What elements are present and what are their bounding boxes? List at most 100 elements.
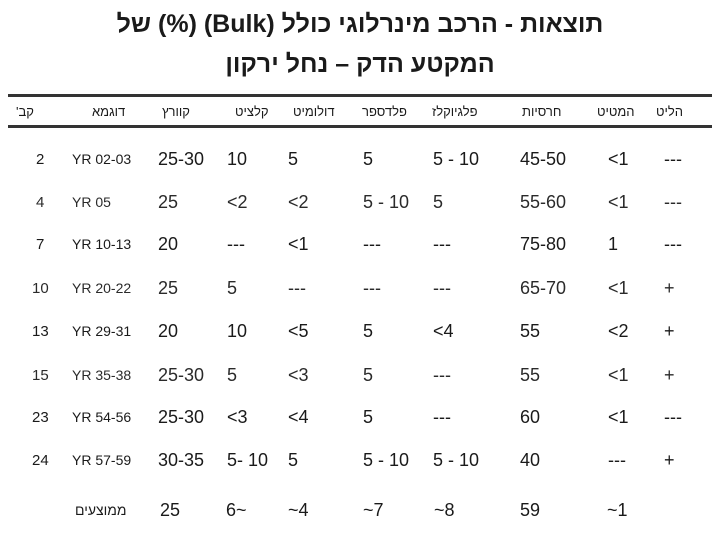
header-top-rule: [8, 94, 712, 97]
averages-label: ממוצעים: [75, 502, 127, 518]
cell-plagioclase: 5: [433, 192, 444, 212]
cell-feldspar: 5 - 10: [363, 450, 410, 470]
cell-quartz: 25-30: [158, 365, 205, 385]
cell-calcite: ---: [227, 234, 245, 254]
cell-sample-id: YR 29-31: [72, 323, 132, 339]
cell-feldspar: ---: [363, 278, 381, 298]
cell-quartz: 20: [158, 234, 179, 254]
cell-feldspar: 5: [363, 365, 374, 385]
cell-feldspar: 5 - 10: [363, 192, 410, 212]
cell-hematite: <1: [608, 192, 629, 212]
header-dolomite: דולומיט: [293, 104, 335, 119]
cell-clays: 75-80: [520, 234, 567, 254]
header-sample: דוגמא: [92, 104, 126, 119]
cell-dolomite: <4: [288, 407, 309, 427]
cell-quartz: 25: [158, 192, 179, 212]
cell-clays: 55-60: [520, 192, 567, 212]
cell-hematite: <1: [608, 407, 629, 427]
avg-calcite: 6~: [226, 500, 247, 520]
avg-hematite: ~1: [607, 500, 628, 520]
header-feldspar: פלדספר: [362, 104, 407, 119]
cell-clays: 45-50: [520, 149, 567, 169]
cell-hematite: ---: [608, 450, 626, 470]
cell-quartz: 20: [158, 321, 179, 341]
cell-plagioclase: ---: [433, 407, 451, 427]
cell-clays: 65-70: [520, 278, 567, 298]
cell-plagioclase: 5 - 10: [433, 149, 480, 169]
title-line-1: תוצאות - הרכב מינרלוגי כולל (Bulk) (%) ש…: [116, 10, 604, 38]
cell-hematite: <1: [608, 149, 629, 169]
header-calcite: קלציט: [235, 104, 269, 119]
cell-clays: 40: [520, 450, 541, 470]
cell-plagioclase: ---: [433, 365, 451, 385]
cell-halite: +: [664, 450, 675, 470]
cell-sample-id: YR 35-38: [72, 367, 132, 383]
title-line-2: המקטע הדק – נחל ירקון: [225, 50, 495, 78]
cell-halite: ---: [664, 407, 682, 427]
cell-row-number: 13: [32, 323, 49, 340]
header-halite: הליט: [656, 104, 683, 119]
cell-calcite: 10: [227, 321, 248, 341]
cell-halite: ---: [664, 149, 682, 169]
header-hematite: המטיט: [597, 104, 635, 119]
header-plagioclase: פלגיוקלז: [432, 104, 478, 119]
cell-calcite: 5: [227, 278, 238, 298]
cell-row-number: 4: [36, 194, 45, 211]
cell-calcite: <3: [227, 407, 248, 427]
cell-sample-id: YR 54-56: [72, 409, 132, 425]
cell-feldspar: ---: [363, 234, 381, 254]
cell-quartz: 30-35: [158, 450, 205, 470]
cell-halite: +: [664, 278, 675, 298]
cell-plagioclase: <4: [433, 321, 454, 341]
cell-hematite: <2: [608, 321, 629, 341]
cell-sample-id: YR 20-22: [72, 280, 132, 296]
cell-halite: +: [664, 365, 675, 385]
cell-calcite: 5- 10: [227, 450, 269, 470]
avg-quartz: 25: [160, 500, 181, 520]
cell-row-number: 24: [32, 452, 49, 469]
cell-feldspar: 5: [363, 149, 374, 169]
cell-quartz: 25: [158, 278, 179, 298]
cell-feldspar: 5: [363, 407, 374, 427]
cell-plagioclase: 5 - 10: [433, 450, 480, 470]
cell-hematite: <1: [608, 278, 629, 298]
cell-hematite: 1: [608, 234, 619, 254]
cell-row-number: 15: [32, 367, 49, 384]
cell-calcite: 10: [227, 149, 248, 169]
avg-feldspar: ~7: [363, 500, 384, 520]
cell-feldspar: 5: [363, 321, 374, 341]
cell-sample-id: YR 10-13: [72, 236, 132, 252]
cell-dolomite: <2: [288, 192, 309, 212]
cell-dolomite: <3: [288, 365, 309, 385]
avg-dolomite: ~4: [288, 500, 309, 520]
header-kav: קב': [16, 104, 34, 119]
cell-sample-id: YR 57-59: [72, 452, 132, 468]
cell-halite: ---: [664, 234, 682, 254]
cell-clays: 55: [520, 365, 541, 385]
header-quartz: קוורץ: [162, 104, 190, 119]
header-bottom-rule: [8, 125, 712, 128]
header-clays: חרסיות: [522, 104, 562, 119]
cell-dolomite: ---: [288, 278, 306, 298]
cell-dolomite: <5: [288, 321, 309, 341]
cell-clays: 60: [520, 407, 541, 427]
cell-plagioclase: ---: [433, 278, 451, 298]
cell-dolomite: 5: [288, 450, 299, 470]
cell-row-number: 7: [36, 236, 45, 253]
avg-plagioclase: ~8: [434, 500, 455, 520]
cell-hematite: <1: [608, 365, 629, 385]
cell-quartz: 25-30: [158, 407, 205, 427]
cell-dolomite: 5: [288, 149, 299, 169]
avg-clays: 59: [520, 500, 541, 520]
cell-halite: +: [664, 321, 675, 341]
cell-calcite: <2: [227, 192, 248, 212]
cell-calcite: 5: [227, 365, 238, 385]
cell-sample-id: YR 05: [72, 194, 111, 210]
cell-clays: 55: [520, 321, 541, 341]
cell-row-number: 2: [36, 151, 45, 168]
cell-quartz: 25-30: [158, 149, 205, 169]
cell-halite: ---: [664, 192, 682, 212]
cell-row-number: 23: [32, 409, 49, 426]
cell-dolomite: <1: [288, 234, 309, 254]
cell-sample-id: YR 02-03: [72, 151, 132, 167]
